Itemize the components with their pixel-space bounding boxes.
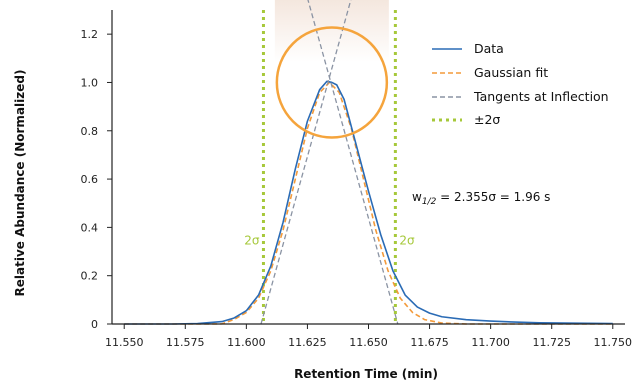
series-layer	[124, 80, 613, 325]
legend-label-tangents: Tangents at Inflection	[473, 89, 609, 104]
x-tick-label-7: 11.700	[471, 336, 510, 349]
y-tick-label-4: 0.6	[81, 173, 99, 186]
legend-label-sigma: ±2σ	[474, 112, 500, 127]
gaussian-fit-line	[124, 81, 613, 325]
x-tick-label-6: 11.675	[410, 336, 449, 349]
width-annotation-suffix: = 2.355σ = 1.96 s	[436, 190, 550, 204]
x-axis-title: Retention Time (min)	[294, 367, 438, 381]
x-tick-label-4: 11.625	[288, 336, 327, 349]
tangent-line-2	[307, 0, 399, 325]
tangent-lines-layer	[260, 0, 399, 325]
legend: Data Gaussian fit Tangents at Inflection…	[425, 38, 637, 130]
y-tick-label-2: 0.2	[81, 270, 99, 283]
y-axis-title: Relative Abundance (Normalized)	[13, 70, 27, 297]
x-tick-label-9: 11.750	[594, 336, 633, 349]
y-tick-label-1: 0	[91, 318, 98, 331]
sigma-label-1: 2σ	[244, 233, 260, 247]
y-tick-label-5: 0.8	[81, 125, 99, 138]
x-tick-label-5: 11.650	[349, 336, 388, 349]
legend-box	[425, 38, 637, 130]
sigma-label-2: 2σ	[399, 233, 415, 247]
x-tick-label-8: 11.725	[532, 336, 571, 349]
axes-layer: 11.550 11.575 11.600 11.625 11.650 11.675 11.7…	[81, 10, 633, 349]
highlight-band	[274, 0, 389, 62]
legend-label-data: Data	[474, 41, 504, 56]
sigma-lines-layer: 2σ 2σ	[244, 10, 415, 324]
legend-label-gaussian: Gaussian fit	[474, 65, 548, 80]
data-series-line	[124, 80, 613, 325]
y-tick-label-3: 0.4	[81, 221, 99, 234]
width-annotation-prefix: w	[412, 190, 422, 204]
y-tick-label-7: 1.2	[81, 28, 99, 41]
highlight-circle	[275, 26, 389, 139]
y-tick-label-6: 1.0	[81, 76, 99, 89]
highlight-circle-layer	[275, 26, 389, 139]
width-annotation: w1/2 = 2.355σ = 1.96 s	[412, 190, 550, 207]
x-tick-label-2: 11.575	[166, 336, 205, 349]
highlight-band-layer	[274, 0, 389, 62]
x-tick-label-1: 11.550	[105, 336, 144, 349]
x-tick-label-3: 11.600	[227, 336, 266, 349]
width-annotation-subscript: 1/2	[422, 197, 437, 207]
tangent-line-1	[260, 0, 352, 325]
